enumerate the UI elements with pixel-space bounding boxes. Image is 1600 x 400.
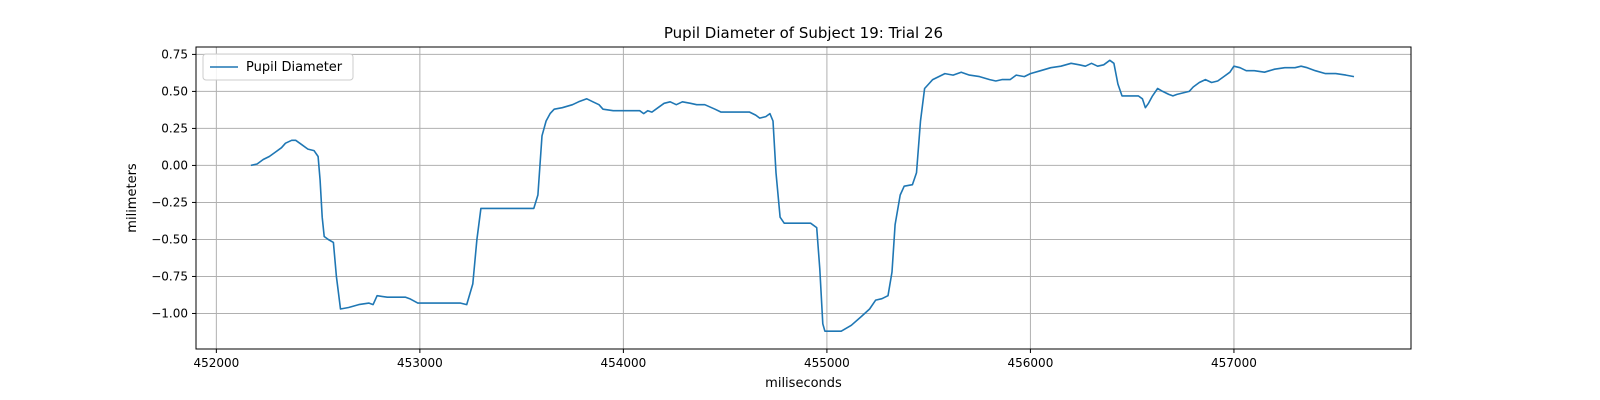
x-tick-label: 453000 — [397, 356, 443, 370]
x-tick-label: 454000 — [600, 356, 646, 370]
grid — [196, 47, 1411, 349]
chart-title: Pupil Diameter of Subject 19: Trial 26 — [664, 24, 943, 42]
y-tick-label: 0.25 — [161, 121, 188, 135]
y-axis-ticks: −1.00 −0.75 −0.50 −0.25 0.00 0.25 0.50 0.75 — [151, 47, 196, 320]
y-tick-label: −0.75 — [151, 269, 188, 283]
x-axis-label: miliseconds — [765, 376, 842, 391]
legend-box — [202, 53, 354, 81]
legend-label: Pupil Diameter — [246, 60, 343, 75]
x-tick-label: 455000 — [804, 356, 850, 370]
series-line-pupil-diameter — [250, 59, 1355, 332]
y-tick-label: −0.50 — [151, 232, 188, 246]
y-tick-label: 0.75 — [161, 47, 188, 61]
legend: Pupil Diameter — [202, 53, 354, 81]
plot-frame — [195, 46, 1412, 350]
x-tick-label: 457000 — [1211, 356, 1257, 370]
y-tick-label: −1.00 — [151, 306, 188, 320]
x-axis-ticks: 452000 453000 454000 455000 456000 457000 — [193, 349, 1257, 370]
y-tick-label: −0.25 — [151, 195, 188, 209]
y-tick-label: 0.50 — [161, 84, 188, 98]
x-tick-label: 456000 — [1008, 356, 1054, 370]
y-tick-label: 0.00 — [161, 158, 188, 172]
x-tick-label: 452000 — [193, 356, 239, 370]
y-axis-label: milimeters — [125, 163, 140, 233]
